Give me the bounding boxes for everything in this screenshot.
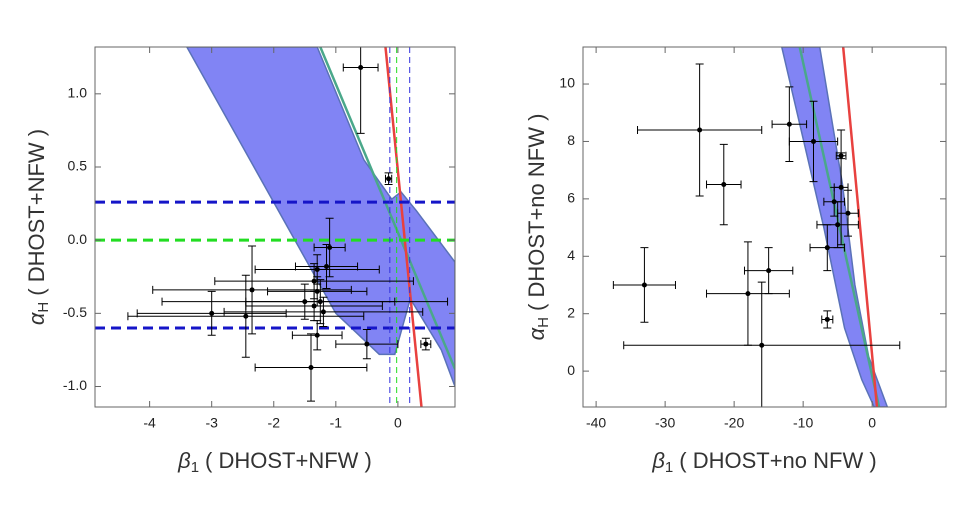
y-tick-label: 8: [567, 132, 575, 148]
axis-text: ( DHOST+no NFW ): [524, 114, 549, 311]
axis-text: ( DHOST+NFW ): [205, 448, 372, 473]
point: [721, 182, 727, 188]
x-tick-label: 0: [394, 415, 402, 431]
y-tick-label: 0.5: [68, 158, 88, 174]
x-tick-label: -10: [793, 415, 813, 431]
axis-subscript: H: [535, 317, 552, 328]
point: [317, 299, 323, 305]
plot-frame: [94, 46, 456, 408]
x-axis-title: β1 ( DHOST+no NFW ): [651, 448, 876, 476]
y-tick-label: -1.0: [63, 377, 87, 393]
y-tick-label: 0.0: [68, 231, 88, 247]
point: [835, 222, 841, 228]
x-tick-label: -40: [586, 415, 606, 431]
axis-subscript: 1: [665, 459, 673, 476]
point: [249, 287, 255, 293]
axis-symbol: β: [177, 448, 191, 473]
x-tick-label: -1: [330, 415, 343, 431]
point: [358, 64, 364, 70]
band-region: [780, 47, 889, 407]
point: [386, 176, 392, 182]
point: [243, 313, 249, 319]
x-tick-label: -2: [268, 415, 281, 431]
axis-subscript: 1: [191, 459, 199, 476]
y-tick-label: 4: [567, 247, 575, 263]
axis-text: ( DHOST+no NFW ): [679, 448, 876, 473]
plot-area: [612, 47, 901, 407]
x-tick-label: -4: [143, 415, 156, 431]
x-axis-title: β1 ( DHOST+NFW ): [177, 448, 372, 476]
point: [314, 266, 320, 272]
point: [786, 121, 792, 127]
point: [810, 138, 816, 144]
point: [314, 332, 320, 338]
y-tick-label: 1.0: [68, 85, 88, 101]
axis-symbol: α: [24, 311, 49, 325]
plot-frame: [582, 46, 947, 408]
axis-symbol: α: [524, 326, 549, 340]
point: [311, 278, 317, 284]
y-tick-label: -0.5: [63, 304, 87, 320]
x-tick-label: -30: [655, 415, 675, 431]
fit-line: [384, 47, 423, 407]
axis-symbol: β: [651, 448, 665, 473]
fit-line: [798, 47, 881, 407]
point: [324, 264, 330, 270]
y-axis-title: αH ( DHOST+NFW ): [24, 129, 52, 325]
point: [759, 342, 765, 348]
point: [364, 341, 370, 347]
y-tick-label: 10: [559, 75, 575, 91]
fit-line: [841, 47, 879, 407]
point: [641, 282, 647, 288]
plot-area: [95, 47, 455, 407]
point: [209, 310, 215, 316]
point: [838, 184, 844, 190]
point: [423, 341, 429, 347]
point: [766, 268, 772, 274]
point: [824, 316, 830, 322]
x-tick-label: -20: [724, 415, 744, 431]
point: [745, 291, 751, 297]
x-tick-label: -3: [205, 415, 218, 431]
point: [311, 303, 317, 309]
point: [824, 245, 830, 251]
axis-text: ( DHOST+NFW ): [24, 129, 49, 296]
point: [845, 210, 851, 216]
fit-line: [319, 47, 455, 370]
axis-subscript: H: [35, 302, 52, 313]
x-tick-label: 0: [868, 415, 876, 431]
point: [308, 364, 314, 370]
y-tick-label: 2: [567, 304, 575, 320]
y-tick-label: 6: [567, 190, 575, 206]
y-tick-label: 0: [567, 362, 575, 378]
point: [320, 309, 326, 315]
point: [697, 127, 703, 133]
point: [327, 244, 333, 250]
y-axis-title: αH ( DHOST+no NFW ): [524, 114, 552, 341]
